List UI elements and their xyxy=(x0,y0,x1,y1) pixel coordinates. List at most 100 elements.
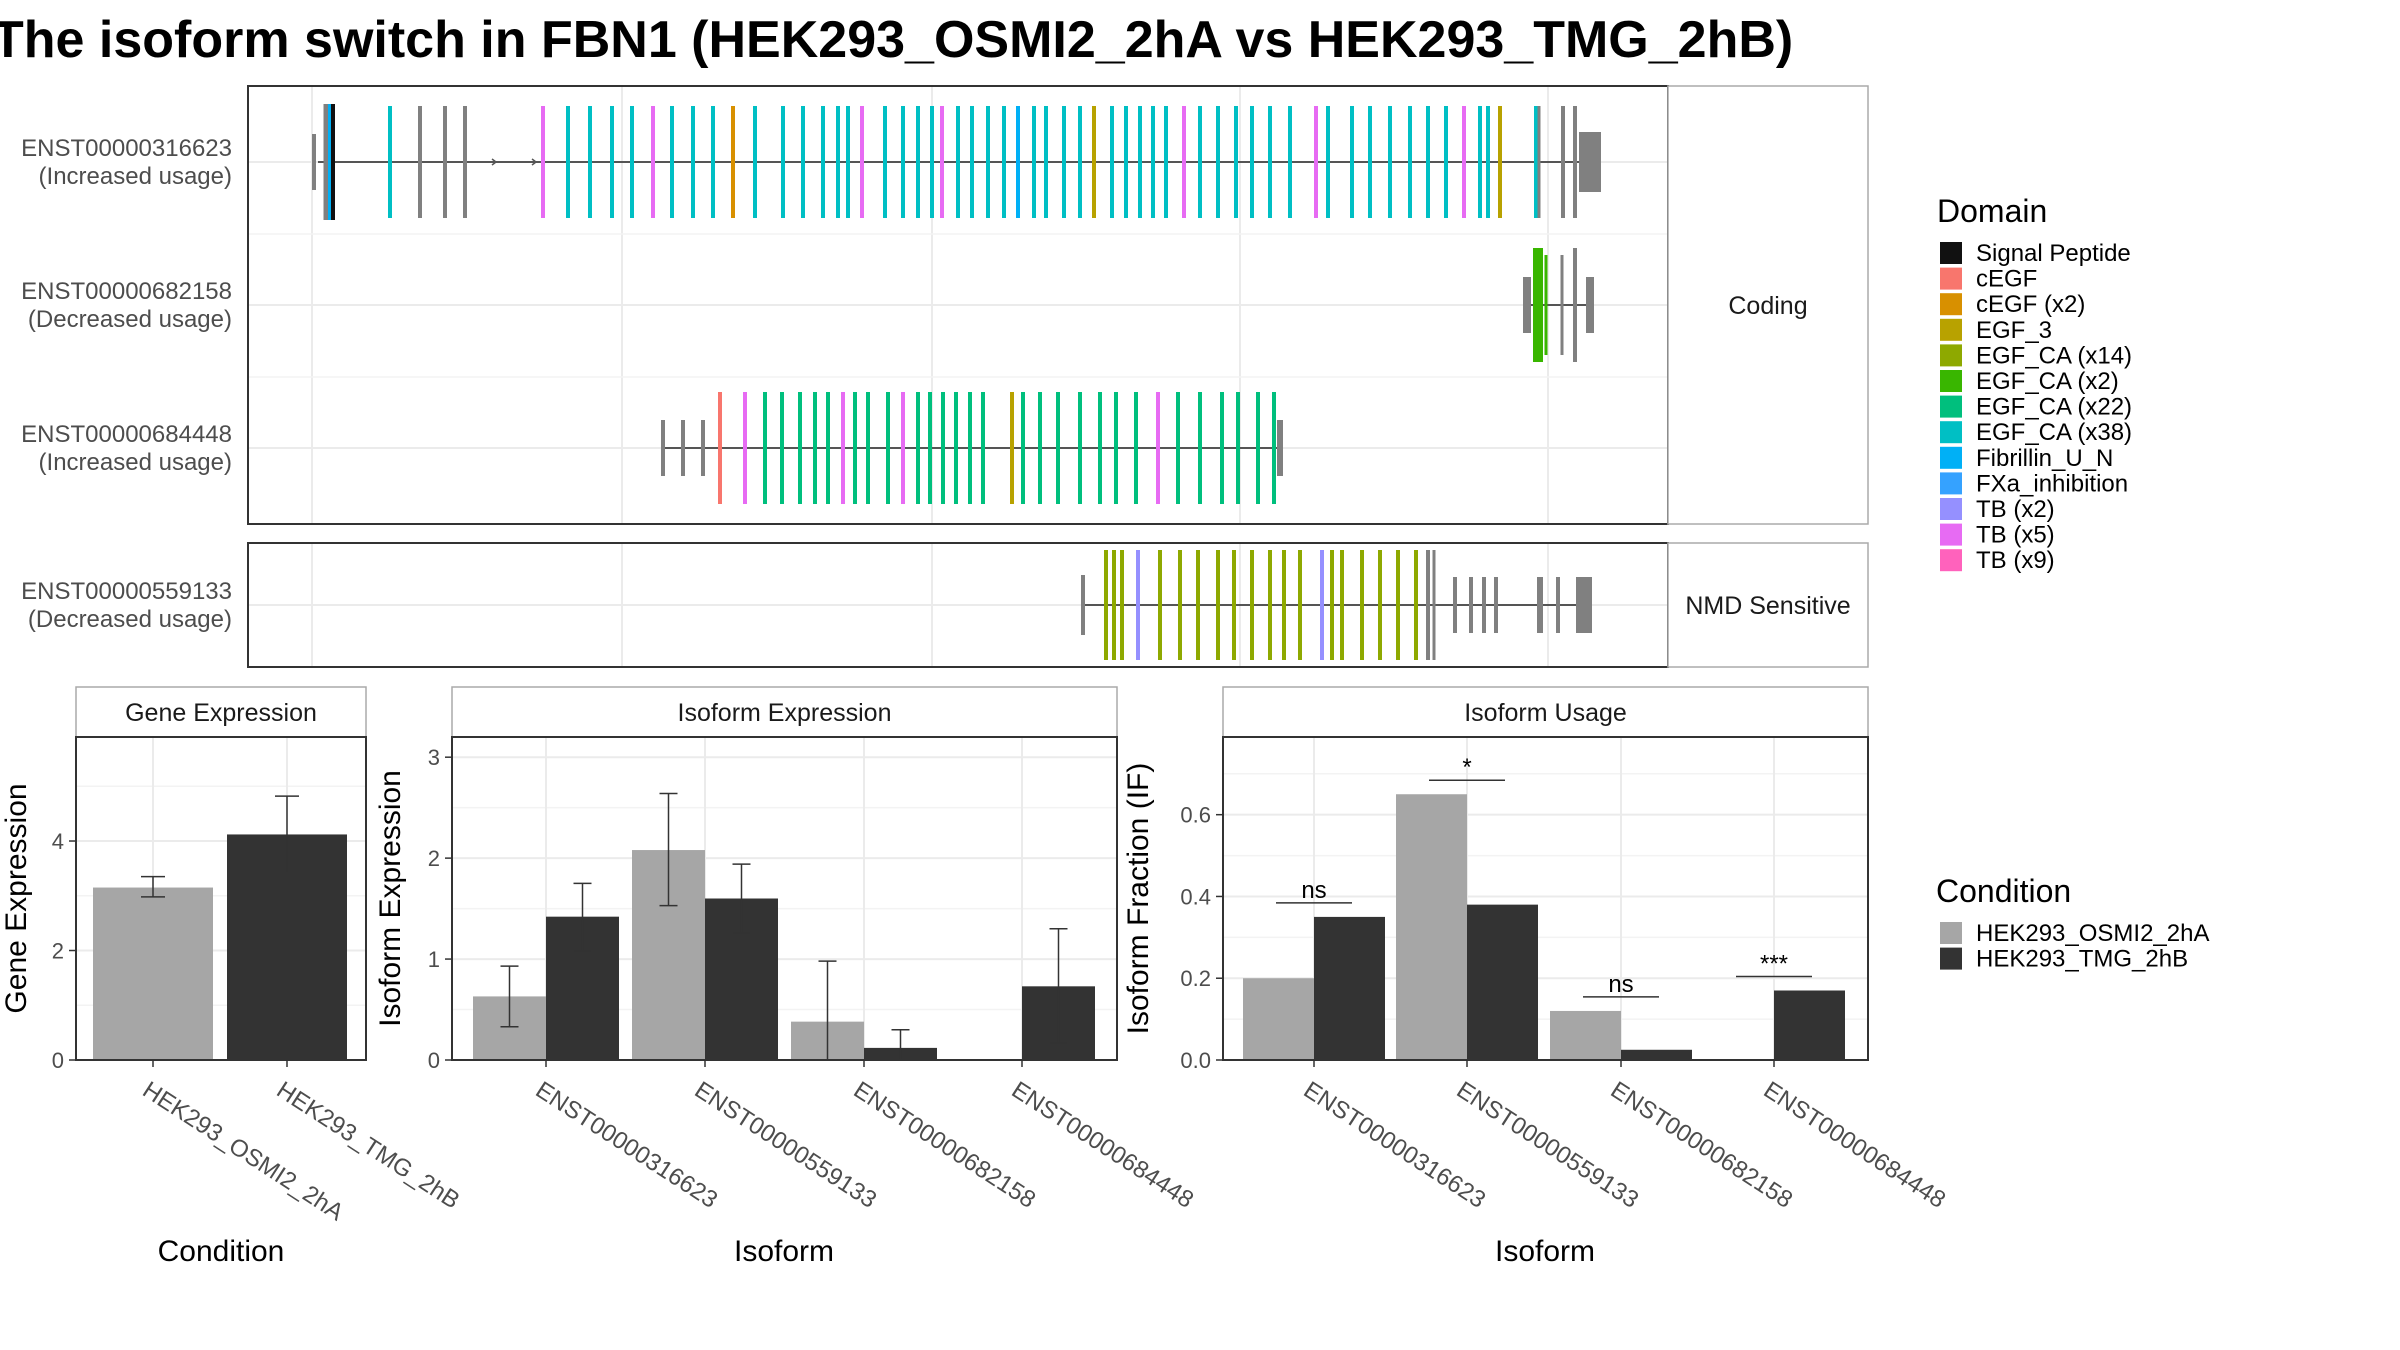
exon xyxy=(463,106,467,218)
exon xyxy=(1537,577,1543,633)
figure-title: The isoform switch in FBN1 (HEK293_OSMI2… xyxy=(0,11,1793,69)
exon xyxy=(1216,550,1220,660)
exon xyxy=(1110,106,1114,218)
y-tick-label: 0.4 xyxy=(1180,884,1211,909)
exon xyxy=(1573,248,1577,362)
domain-legend-label: TB (x9) xyxy=(1976,547,2055,574)
exon xyxy=(1368,106,1372,218)
bar xyxy=(1314,916,1385,1060)
condition-legend-label: HEK293_TMG_2hB xyxy=(1976,946,2188,973)
panel-strip xyxy=(451,686,1118,738)
exon xyxy=(1586,277,1594,333)
exon xyxy=(1432,550,1436,660)
exon xyxy=(1388,106,1392,218)
exon xyxy=(886,392,890,504)
exon xyxy=(1021,392,1025,504)
exon xyxy=(1138,106,1142,218)
exon xyxy=(1178,550,1182,660)
y-tick-label: 2 xyxy=(52,939,64,964)
exon xyxy=(323,104,329,220)
exon xyxy=(1120,550,1124,660)
exon xyxy=(630,106,634,218)
exon xyxy=(1232,550,1236,660)
exon xyxy=(1078,392,1082,504)
isoform-label: ENST00000682158 xyxy=(21,278,232,305)
domain-legend-label: Fibrillin_U_N xyxy=(1976,445,2113,472)
exon xyxy=(753,106,757,218)
bar xyxy=(1550,1010,1621,1060)
domain-legend-swatch xyxy=(1940,523,1962,546)
exon xyxy=(1576,577,1592,633)
exon xyxy=(1256,392,1260,504)
x-axis-title: Isoform xyxy=(1495,1235,1595,1268)
isoform-label: ENST00000684448 xyxy=(21,421,232,448)
chart-2: Isoform Expression0123ENST00000316623ENS… xyxy=(374,686,1198,1268)
exon xyxy=(1277,420,1283,476)
exon xyxy=(312,134,316,190)
exon xyxy=(798,392,802,504)
exon xyxy=(981,392,985,504)
exon xyxy=(801,106,805,218)
exon xyxy=(1288,106,1292,218)
transcript-ENST00000682158 xyxy=(1523,248,1594,362)
exon xyxy=(1453,577,1457,633)
exon xyxy=(954,392,958,504)
exon xyxy=(866,392,870,504)
exon xyxy=(661,420,665,476)
domain-legend-label: Signal Peptide xyxy=(1976,240,2131,267)
domain-legend-label: FXa_inhibition xyxy=(1976,470,2128,497)
domain-legend-swatch xyxy=(1940,549,1962,572)
y-tick-label: 1 xyxy=(428,947,440,972)
y-tick-label: 0.6 xyxy=(1180,803,1211,828)
bar xyxy=(1621,1049,1692,1060)
exon xyxy=(1164,106,1168,218)
exon xyxy=(1220,392,1224,504)
exon xyxy=(883,106,887,218)
isoform-usage-label: (Increased usage) xyxy=(39,449,232,476)
panel-strip xyxy=(75,686,367,738)
exon xyxy=(1533,248,1543,362)
exon xyxy=(860,106,864,218)
exon xyxy=(541,106,545,218)
domain-legend-label: EGF_CA (x22) xyxy=(1976,394,2132,421)
domain-legend-swatch xyxy=(1940,421,1962,444)
exon xyxy=(821,106,825,218)
exon xyxy=(718,392,722,504)
exon xyxy=(1320,550,1324,660)
significance-label: * xyxy=(1462,754,1471,781)
exon xyxy=(1002,106,1006,218)
panel-strip xyxy=(1222,686,1869,738)
exon xyxy=(986,106,990,218)
exon xyxy=(970,106,974,218)
exon xyxy=(930,106,934,218)
exon xyxy=(1462,106,1466,218)
exon xyxy=(1044,106,1048,218)
significance-label: ns xyxy=(1608,971,1633,998)
exon xyxy=(1092,106,1096,218)
exon xyxy=(670,106,674,218)
isoform-usage-label: (Decreased usage) xyxy=(28,606,232,633)
exon xyxy=(1340,550,1344,660)
exon xyxy=(1136,550,1140,660)
exon xyxy=(780,392,784,504)
exon xyxy=(1062,106,1066,218)
exon xyxy=(328,104,332,220)
domain-legend-swatch xyxy=(1940,344,1962,367)
significance-label: *** xyxy=(1760,950,1788,977)
condition-legend-swatch xyxy=(1940,922,1962,944)
bar xyxy=(1774,990,1845,1060)
exon xyxy=(1478,106,1482,218)
exon xyxy=(1134,392,1138,504)
exon xyxy=(853,392,857,504)
exon xyxy=(836,106,840,218)
exon xyxy=(1198,106,1202,218)
domain-legend-label: TB (x5) xyxy=(1976,522,2055,549)
exon xyxy=(1556,577,1560,633)
domain-legend-label: cEGF (x2) xyxy=(1976,291,2085,318)
panel-strip-label: Gene Expression xyxy=(125,699,317,727)
exon xyxy=(1534,106,1538,218)
exon xyxy=(1498,106,1502,218)
exon xyxy=(1250,550,1254,660)
exon xyxy=(1268,550,1272,660)
exon xyxy=(1158,550,1162,660)
